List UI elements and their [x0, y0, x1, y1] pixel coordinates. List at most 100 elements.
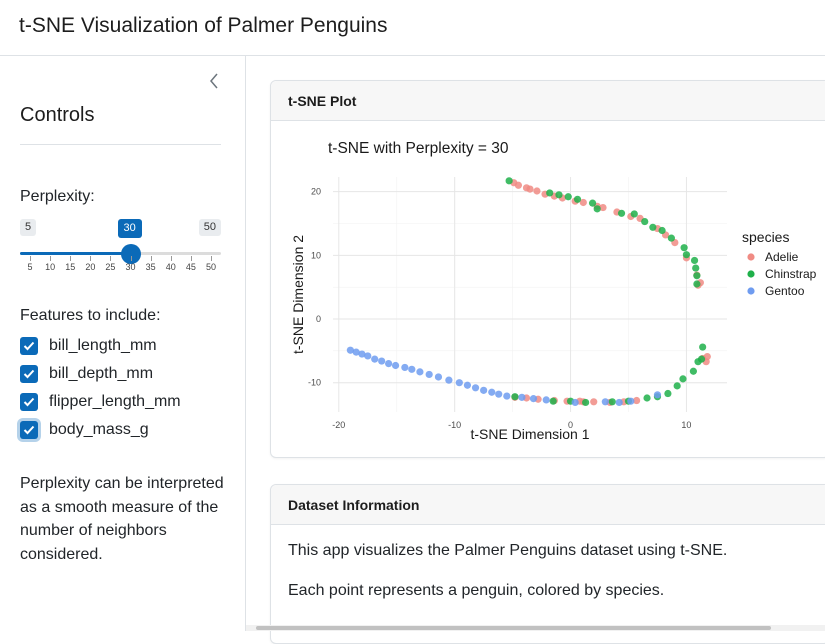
legend-title: species: [742, 229, 789, 245]
data-point-gentoo: [480, 386, 488, 394]
data-point-chinstrap: [617, 209, 626, 217]
data-point-chinstrap: [680, 244, 688, 252]
slider-handle[interactable]: [120, 244, 141, 264]
slider-tick-label: 15: [65, 262, 76, 272]
data-point-chinstrap: [641, 217, 649, 226]
legend-label: Adelie: [765, 250, 799, 264]
slider-ticks: 5 10 15 20 25 30 35 40 45 50: [20, 256, 221, 276]
check-icon[interactable]: [20, 393, 38, 411]
data-point-gentoo: [391, 361, 400, 370]
checkbox-bill-depth[interactable]: bill_depth_mm: [20, 363, 153, 385]
data-point-gentoo: [434, 373, 443, 381]
data-point-gentoo: [352, 348, 360, 356]
perplexity-help-text: Perplexity can be interpreted as a smoot…: [20, 475, 224, 563]
data-point-chinstrap: [690, 256, 699, 265]
perplexity-slider[interactable]: 5 50 30 5 10 15 20 25 30 35 40 45 50: [20, 216, 221, 276]
data-point-gentoo: [346, 346, 354, 354]
slider-tick-label: 25: [105, 262, 116, 272]
legend-key-adelie: [747, 253, 755, 261]
y-tick-label: -10: [308, 378, 321, 388]
slider-tick-label: 35: [145, 262, 156, 272]
checkbox-body-mass[interactable]: body_mass_g: [20, 419, 149, 441]
data-point-chinstrap: [546, 189, 554, 197]
info-line-1: This app visualizes the Palmer Penguins …: [288, 542, 728, 559]
data-point-chinstrap: [593, 205, 601, 213]
data-point-chinstrap: [564, 193, 572, 201]
data-point-chinstrap: [664, 389, 672, 398]
plot-card: t-SNE Plot -20 -10 0 10 -10 0 10 20 t-SNE with P…: [270, 80, 825, 458]
top-bar: t-SNE Visualization of Palmer Penguins: [0, 0, 825, 56]
x-axis-label: t-SNE Dimension 1: [470, 426, 589, 442]
info-card-header: Dataset Information: [271, 485, 825, 525]
data-point-chinstrap: [588, 199, 597, 207]
checkbox-flipper-length[interactable]: flipper_length_mm: [20, 391, 181, 413]
checkbox-label: bill_depth_mm: [49, 365, 154, 382]
data-point-gentoo: [471, 384, 480, 392]
check-icon[interactable]: [20, 337, 38, 355]
data-point-chinstrap: [505, 177, 513, 185]
slider-tick-label: 50: [205, 262, 217, 272]
slider-fill: [20, 252, 131, 255]
chevron-left-icon[interactable]: [205, 70, 223, 92]
y-tick-label: 10: [311, 250, 321, 260]
data-point-chinstrap: [667, 234, 675, 242]
scrollbar-thumb[interactable]: [256, 626, 771, 630]
slider-tick: [150, 256, 152, 261]
checkbox-label: bill_length_mm: [49, 337, 157, 354]
slider-tick-label: 45: [185, 262, 196, 272]
slider-tick-label: 10: [45, 262, 56, 272]
data-point-chinstrap: [555, 191, 563, 199]
app-title: t-SNE Visualization of Palmer Penguins: [19, 14, 388, 37]
data-point-gentoo: [653, 391, 662, 399]
data-point-gentoo: [408, 365, 416, 373]
data-point-chinstrap: [693, 280, 701, 288]
data-point-gentoo: [463, 381, 472, 389]
data-point-chinstrap: [649, 223, 657, 231]
data-point-chinstrap: [608, 398, 616, 406]
data-point-gentoo: [445, 376, 453, 384]
data-point-gentoo: [385, 359, 393, 368]
x-tick-label: 0: [568, 420, 573, 430]
data-point-chinstrap: [630, 210, 638, 218]
data-point-gentoo: [425, 370, 433, 379]
check-icon[interactable]: [20, 421, 38, 439]
data-point-chinstrap: [694, 358, 702, 366]
slider-min-label: 5: [20, 219, 37, 236]
data-point-gentoo: [358, 350, 366, 358]
data-point-chinstrap: [511, 393, 519, 401]
data-point-adelie: [514, 181, 523, 189]
data-point-gentoo: [416, 368, 424, 376]
data-point-chinstrap: [582, 398, 590, 407]
data-point-gentoo: [518, 393, 526, 401]
data-point-gentoo: [371, 355, 379, 363]
checkbox-bill-length[interactable]: bill_length_mm: [20, 335, 157, 357]
slider-tick-label: 30: [125, 262, 136, 272]
data-point-gentoo: [601, 398, 609, 406]
main-panel: t-SNE Plot -20 -10 0 10 -10 0 10 20 t-SNE with P…: [246, 56, 825, 644]
slider-tick-label: 20: [85, 262, 96, 272]
data-point-chinstrap: [682, 251, 691, 259]
x-tick-label: -10: [448, 420, 461, 430]
slider-max-label: 50: [198, 219, 221, 236]
data-point-gentoo: [529, 395, 538, 403]
slider-tick: [170, 256, 172, 261]
x-tick-label: -20: [332, 420, 345, 430]
slider-tick: [90, 256, 92, 261]
data-point-gentoo: [401, 363, 409, 372]
controls-title: Controls: [20, 104, 95, 126]
data-point-adelie: [526, 185, 534, 193]
slider-tick: [110, 256, 112, 261]
divider: [20, 144, 221, 145]
data-point-chinstrap: [689, 367, 697, 375]
data-point-chinstrap: [679, 375, 687, 383]
chart-title: t-SNE with Perplexity = 30: [328, 140, 509, 157]
check-icon[interactable]: [20, 365, 38, 383]
data-point-chinstrap: [658, 226, 666, 235]
data-point-adelie: [533, 187, 541, 195]
slider-tick: [130, 256, 132, 261]
data-point-gentoo: [488, 388, 496, 396]
horizontal-scrollbar[interactable]: [246, 625, 825, 631]
data-point-gentoo: [364, 352, 372, 360]
data-point-chinstrap: [573, 195, 582, 203]
data-point-adelie: [633, 396, 641, 405]
